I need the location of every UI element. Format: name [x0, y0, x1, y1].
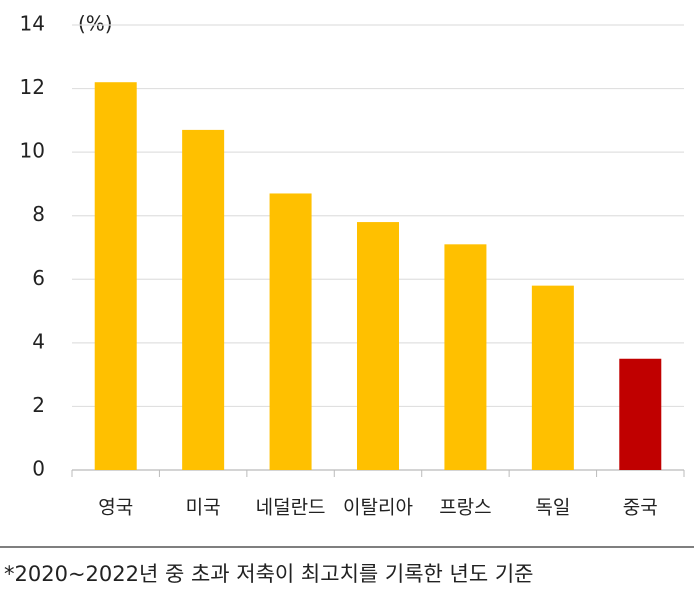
y-tick-label: 12	[20, 75, 45, 99]
bar	[94, 82, 137, 470]
x-tick-label: 이탈리아	[343, 497, 413, 519]
y-unit: (%)	[78, 12, 113, 36]
x-tick-label: 네덜란드	[256, 497, 326, 519]
bar	[619, 358, 662, 470]
x-tick-label: 중국	[623, 497, 658, 519]
x-tick-label: 독일	[535, 497, 570, 519]
bar	[531, 285, 574, 470]
bar	[269, 193, 312, 470]
y-tick-label: 10	[20, 139, 45, 163]
bar	[182, 129, 225, 470]
x-tick-label: 영국	[98, 497, 133, 519]
y-tick-label: 8	[32, 202, 45, 226]
x-tick-label: 프랑스	[439, 497, 491, 519]
bar	[357, 222, 399, 470]
bar	[444, 244, 487, 470]
y-tick-label: 4	[32, 329, 45, 353]
y-tick-label: 2	[32, 393, 45, 417]
y-tick-label: 0	[32, 457, 45, 481]
footnote: *2020~2022년 중 초과 저축이 최고치를 기록한 년도 기준	[4, 562, 533, 586]
y-tick-label: 14	[20, 12, 45, 36]
x-tick-label: 미국	[186, 497, 221, 519]
y-tick-label: 6	[32, 266, 45, 290]
